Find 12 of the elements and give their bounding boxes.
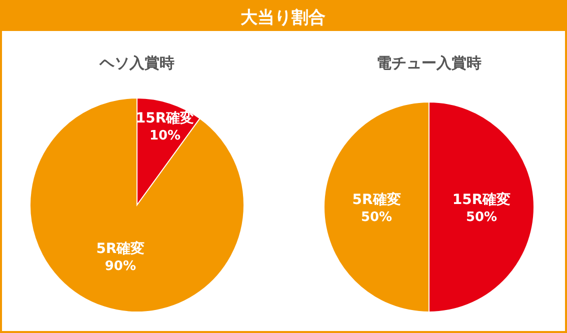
data-label: 90% (104, 258, 136, 274)
pie-slice (30, 98, 244, 312)
data-label: 10% (149, 128, 181, 144)
slice-label: 5R確変 (96, 240, 145, 257)
data-label: 50% (466, 210, 498, 225)
chart-title: ヘソ入賞時 (98, 54, 174, 72)
slice-label: 15R確変 (452, 191, 511, 208)
data-label: 50% (360, 210, 392, 225)
slice-label: 5R確変 (352, 191, 401, 208)
chart-title: 電チュー入賞時 (376, 54, 482, 72)
text: 大当り割合 (240, 8, 326, 28)
slice-label: 15R確変 (136, 110, 194, 127)
